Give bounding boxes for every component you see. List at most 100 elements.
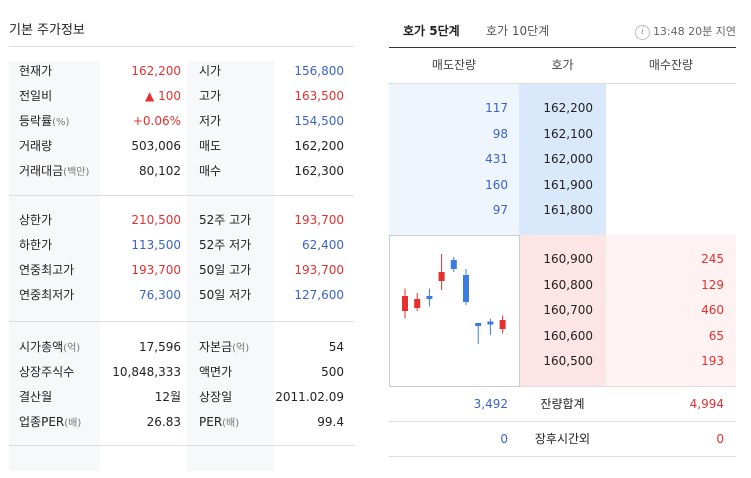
info-value: 99.4 (317, 415, 344, 429)
info-label: 현재가 (19, 64, 53, 78)
info-value: 127,600 (294, 288, 344, 302)
empty-buy-qty (606, 96, 736, 121)
header-buy-qty: 매수잔량 (648, 58, 694, 72)
info-label: PER(배) (199, 415, 240, 429)
info-value: 2011.02.09 (275, 390, 344, 404)
info-row: 거래량 503,006 매도 162,200 (9, 134, 354, 159)
empty-sell-qty (389, 298, 519, 323)
info-label: 상한가 (19, 213, 53, 227)
info-label: 매도 (199, 139, 222, 153)
info-label: 연중최고가 (19, 263, 75, 277)
header-sell-qty: 매도잔량 (431, 58, 477, 72)
info-label: 상장일 (199, 390, 233, 404)
orderbook-header: 매도잔량 호가 매수잔량 (389, 48, 736, 84)
ask-qty: 98 (492, 126, 508, 141)
info-value: 162,200 (131, 64, 181, 78)
empty-sell-qty (389, 349, 519, 374)
info-value: 162,200 (294, 139, 344, 153)
info-value: 193,700 (294, 213, 344, 227)
info-value: 500 (321, 365, 344, 379)
ask-row[interactable]: 160 161,900 (389, 173, 736, 198)
bid-price: 160,500 (543, 354, 593, 368)
candle (438, 254, 445, 290)
bid-qty-bg (606, 235, 736, 386)
bid-qty: 129 (701, 277, 724, 292)
totals-label: 잔량합계 (540, 397, 585, 411)
info-value: 162,300 (294, 164, 344, 178)
info-value: 12월 (154, 390, 181, 404)
ask-qty: 97 (492, 203, 508, 217)
ask-price-bg (519, 84, 606, 235)
info-value: 80,102 (139, 164, 181, 178)
candle (475, 323, 482, 344)
bid-row[interactable]: 160,900 245 (389, 247, 736, 272)
info-label: 결산월 (19, 390, 53, 404)
limit-section: 상한가 210,500 52주 고가 193,700 하한가 113,500 52주 저가 6… (9, 196, 354, 322)
bid-qty: 245 (701, 252, 724, 266)
time-text: 13:48 20분 지연 (652, 25, 736, 38)
ask-qty: 431 (485, 152, 508, 166)
info-label: 고가 (199, 89, 222, 103)
bid-row[interactable]: 160,700 460 (389, 298, 736, 323)
after-hours-row: 0 장후시간외 0 (389, 421, 736, 456)
bid-price: 160,700 (543, 303, 593, 317)
header-price: 호가 (551, 58, 574, 72)
total-ask-qty: 3,492 (473, 397, 508, 411)
info-label: 거래대금(백만) (19, 164, 90, 178)
bid-row[interactable]: 160,500 193 (389, 349, 736, 374)
ask-rows: 117 162,200 98 162,100 431 162,000 160 161,900 9… (389, 84, 736, 235)
info-label: 업종PER(배) (19, 415, 82, 429)
bid-qty: 193 (701, 354, 724, 368)
bid-price: 160,800 (543, 277, 593, 292)
info-row: 업종PER(배) 26.83 PER(배) 99.4 (9, 410, 354, 435)
info-value: 210,500 (131, 213, 181, 227)
ask-row[interactable]: 431 162,000 (389, 147, 736, 172)
info-value: 54 (328, 340, 344, 354)
info-row: 전일비 ▲ 100 고가 163,500 (9, 84, 354, 109)
basic-stock-info-panel: 기본 주가정보 현재가 162,200 시가 156,800 전일비 ▲ 100 고가 163… (9, 14, 354, 471)
after-hours-label: 장후시간외 (534, 432, 591, 446)
ask-price: 161,800 (543, 203, 593, 217)
bid-price: 160,600 (543, 328, 593, 343)
ask-row[interactable]: 97 161,800 (389, 198, 736, 223)
info-icon[interactable]: i (634, 25, 650, 40)
empty-sell-qty (389, 324, 519, 349)
info-row: 연중최고가 193,700 50일 고가 193,700 (9, 258, 354, 283)
bid-qty: 460 (701, 303, 724, 317)
bid-qty: 65 (708, 328, 724, 343)
empty-buy-qty (606, 198, 736, 223)
bid-row[interactable]: 160,800 129 (389, 273, 736, 298)
info-value: 76,300 (139, 288, 181, 302)
ask-price: 162,000 (543, 152, 593, 166)
info-label: 상장주식수 (19, 365, 75, 379)
label-column-bg (9, 61, 100, 471)
info-value: 26.83 (146, 415, 181, 429)
info-value: +0.06% (132, 114, 181, 128)
ask-row[interactable]: 98 162,100 (389, 122, 736, 147)
info-row: 현재가 162,200 시가 156,800 (9, 59, 354, 84)
info-row: 상장주식수 10,848,333 액면가 500 (9, 360, 354, 385)
company-section: 시가총액(억) 17,596 자본금(억) 54 상장주식수 10,848,333 액면가 5… (9, 322, 354, 446)
candle (450, 257, 457, 272)
info-label: 등락률(%) (19, 114, 70, 128)
info-value: 193,700 (131, 263, 181, 277)
mini-candle-chart (389, 235, 520, 387)
info-row: 하한가 113,500 52주 저가 62,400 (9, 233, 354, 258)
ask-row[interactable]: 117 162,200 (389, 96, 736, 121)
candle (414, 293, 421, 311)
bid-row[interactable]: 160,600 65 (389, 324, 736, 349)
empty-buy-qty (606, 147, 736, 172)
empty-buy-qty (606, 173, 736, 198)
info-label: 52주 저가 (199, 238, 252, 252)
tab-10-level[interactable]: 호가 10단계 (486, 24, 550, 38)
tab-5-level[interactable]: 호가 5단계 (403, 24, 460, 38)
info-value: ▲ 100 (145, 89, 181, 103)
info-label: 거래량 (19, 139, 53, 153)
info-value: 193,700 (294, 263, 344, 277)
info-value: 154,500 (294, 114, 344, 128)
ask-price: 162,100 (543, 126, 593, 141)
orderbook-panel: 호가 5단계 호가 10단계 i 13:48 20분 지연 매도잔량 호가 매수잔… (389, 14, 736, 457)
price-section: 현재가 162,200 시가 156,800 전일비 ▲ 100 고가 163,500 등락률(… (9, 47, 354, 196)
info-value: 113,500 (131, 238, 181, 252)
info-label: 하한가 (19, 238, 53, 252)
